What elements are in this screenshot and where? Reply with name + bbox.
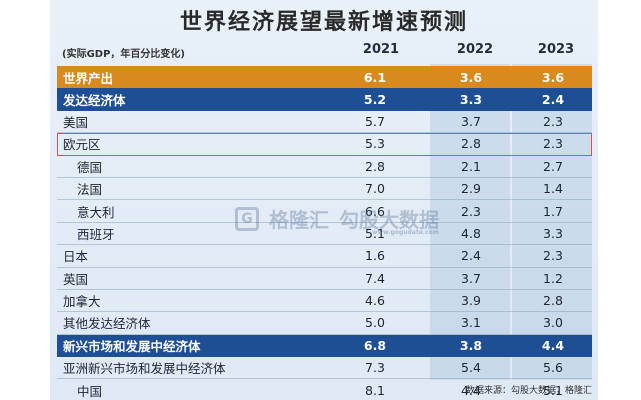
value-2021: 5.7: [365, 113, 385, 129]
value-2022: 4.8: [461, 225, 481, 241]
value-2022: 3.7: [461, 113, 481, 129]
row-label: 德国: [77, 159, 103, 175]
row-label: 欧元区: [63, 137, 101, 153]
value-2023: 2.4: [541, 92, 565, 108]
table-row: 中国 8.1 4.4 5.1: [57, 379, 592, 400]
row-label: 意大利: [77, 204, 115, 220]
value-2023: 1.7: [543, 203, 563, 219]
table-row: 世界产出 6.1 3.6 3.6: [57, 66, 592, 89]
value-2023: 3.6: [541, 69, 565, 85]
value-2022: 2.8: [461, 136, 481, 152]
value-2022: 2.1: [461, 158, 481, 174]
value-2022: 3.6: [459, 69, 483, 85]
value-2021: 4.6: [365, 293, 385, 309]
value-2021: 2.8: [365, 158, 385, 174]
table-row: 意大利 6.6 2.3 1.7: [57, 200, 592, 223]
value-2021: 8.1: [365, 382, 385, 398]
value-2022: 3.9: [461, 293, 481, 309]
row-label: 加拿大: [63, 294, 101, 310]
table-row: 西班牙 5.1 4.8 3.3: [57, 223, 592, 246]
value-2021: 1.6: [365, 248, 385, 264]
row-label: 新兴市场和发展中经济体: [63, 339, 201, 355]
row-label: 日本: [63, 249, 89, 265]
table-row: 加拿大 4.6 3.9 2.8: [57, 290, 592, 313]
row-label: 美国: [63, 114, 89, 130]
value-2022: 3.8: [459, 338, 483, 354]
value-2022: 4.4: [461, 382, 481, 398]
row-label: 中国: [77, 383, 103, 399]
value-2023: 2.3: [543, 136, 563, 152]
table-row: 新兴市场和发展中经济体 6.8 3.8 4.4: [57, 334, 592, 358]
value-2022: 2.9: [461, 181, 481, 197]
column-header-2023: 2023: [537, 42, 575, 57]
value-2021: 7.3: [365, 360, 385, 376]
column-header-2021: 2021: [362, 42, 400, 57]
row-label: 法国: [77, 182, 103, 198]
row-label: 西班牙: [77, 226, 115, 242]
value-2022: 3.1: [461, 315, 481, 331]
report-card: 世界经济展望最新增速预测 (实际GDP，年百分比变化) 2021 2022 20…: [50, 0, 598, 400]
value-2022: 2.3: [461, 203, 481, 219]
value-2022: 3.7: [461, 270, 481, 286]
value-2021: 5.3: [365, 136, 385, 152]
value-2022: 5.4: [461, 360, 481, 376]
table-row: 发达经济体 5.2 3.3 2.4: [57, 88, 592, 111]
value-2021: 6.8: [363, 338, 387, 354]
table-row: 亚洲新兴市场和发展中经济体 7.3 5.4 5.6: [57, 357, 592, 380]
value-2021: 5.1: [365, 225, 385, 241]
row-label: 英国: [63, 271, 89, 287]
value-2022: 3.3: [459, 92, 483, 108]
value-2023: 1.4: [543, 181, 563, 197]
value-2023: 2.3: [543, 248, 563, 264]
table-row: 美国 5.7 3.7 2.3: [57, 111, 592, 134]
value-2021: 7.0: [365, 181, 385, 197]
table-row: 英国 7.4 3.7 1.2: [57, 268, 592, 290]
row-label: 发达经济体: [63, 93, 126, 109]
value-2021: 6.1: [363, 69, 387, 85]
watermark-brand: 格隆汇: [269, 208, 329, 232]
value-2023: 3.3: [543, 225, 563, 241]
table-row: 欧元区 5.3 2.8 2.3: [57, 133, 592, 156]
page-title: 世界经济展望最新增速预测: [179, 10, 468, 35]
value-2023: 1.2: [543, 270, 563, 286]
value-2023: 2.8: [543, 293, 563, 309]
value-2023: 2.7: [543, 158, 563, 174]
value-2023: 4.4: [541, 338, 565, 354]
watermark: G 格隆汇 勾股大数据 www.gogudata.com: [235, 204, 439, 236]
row-label: 亚洲新兴市场和发展中经济体: [63, 361, 226, 377]
watermark-brand-2: 勾股大数据: [339, 208, 439, 232]
unit-note: (实际GDP，年百分比变化): [62, 49, 185, 60]
row-label: 世界产出: [63, 70, 114, 86]
value-2021: 6.6: [365, 203, 385, 219]
row-label: 其他发达经济体: [63, 316, 151, 332]
column-header-2022: 2022: [456, 42, 494, 57]
value-2021: 5.2: [363, 92, 387, 108]
value-2021: 7.4: [365, 270, 385, 286]
gelonghui-logo-icon: G: [235, 206, 259, 231]
table-row: 法国 7.0 2.9 1.4: [57, 178, 592, 201]
value-2023: 3.0: [543, 315, 563, 331]
value-2023: 2.3: [543, 113, 563, 129]
data-source: 数据来源：勾股大数据，格隆汇: [465, 386, 592, 396]
table-row: 其他发达经济体 5.0 3.1 3.0: [57, 312, 592, 335]
value-2023: 5.1: [543, 382, 563, 398]
watermark-url: www.gogudata.com: [372, 229, 439, 236]
value-2021: 5.0: [365, 315, 385, 331]
table-row: 德国 2.8 2.1 2.7: [57, 156, 592, 178]
table-row: 日本 1.6 2.4 2.3: [57, 245, 592, 268]
value-2023: 5.6: [543, 360, 563, 376]
value-2022: 2.4: [461, 248, 481, 264]
forecast-table: 世界产出 6.1 3.6 3.6 发达经济体 5.2 3.3 2.4 美国 5.7 3.7 2.3 欧元…: [57, 66, 592, 400]
